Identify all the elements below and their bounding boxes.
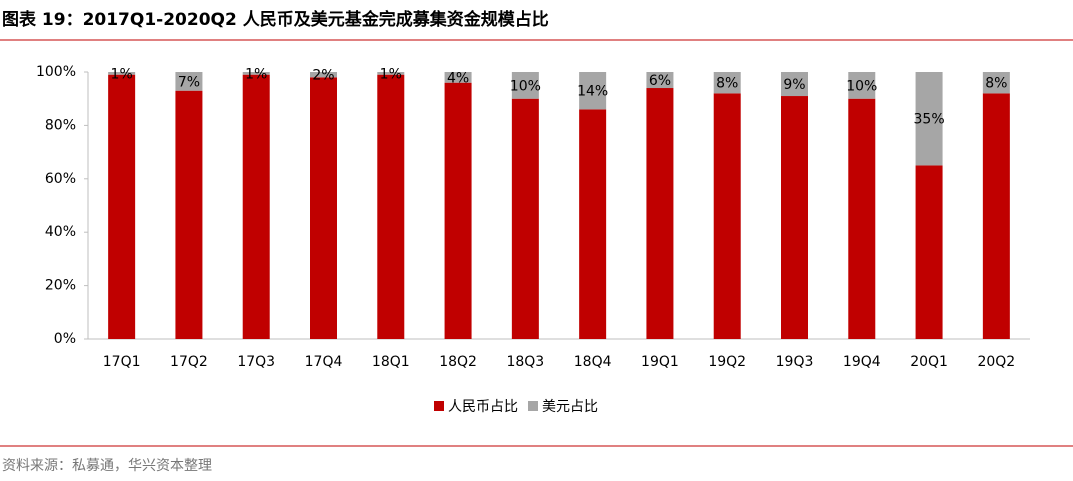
data-label: 10% [846,78,877,94]
bar-segment [175,72,203,91]
x-tick-label: 19Q3 [776,354,814,370]
data-label: 9% [783,77,805,93]
bar-segment [915,72,943,166]
bar-segment [377,72,405,75]
bar-segment [444,72,472,83]
x-tick-label: 18Q3 [506,354,544,370]
x-tick-label: 17Q2 [170,354,208,370]
data-label: 14% [577,84,608,100]
bar-segment [242,74,270,340]
bar-segment [444,82,472,340]
bar-segment [511,98,539,339]
data-label: 2% [312,68,334,84]
legend-label: 美元占比 [542,399,598,415]
bar-segment [579,72,607,110]
y-tick-label: 40% [45,224,76,240]
bar-segment [310,77,337,339]
data-label: 4% [447,70,469,86]
bar-segment [242,72,270,75]
x-tick-label: 17Q1 [103,354,141,370]
bar-segment [377,74,405,340]
bar-segment [848,98,876,339]
source-note: 资料来源：私募通，华兴资本整理 [2,458,212,474]
legend-label: 人民币占比 [448,399,518,415]
chart-title: 图表 19：2017Q1-2020Q2 人民币及美元基金完成募集资金规模占比 [2,9,549,30]
x-tick-label: 20Q1 [910,354,948,370]
bar-segment [982,72,1010,94]
bar-segment [713,93,741,339]
legend-swatch [434,401,444,411]
data-label: 8% [985,76,1007,92]
bar-segment [108,72,136,75]
data-label: 7% [178,74,200,90]
y-tick-label: 20% [45,278,76,294]
bar-segment [915,165,943,339]
data-label: 6% [649,73,671,89]
data-label: 1% [380,66,402,82]
bar-segment [781,96,808,339]
bar-segment [646,88,674,340]
data-label: 35% [914,112,945,128]
y-tick-label: 100% [36,64,76,80]
bar-segment [175,90,203,339]
data-label: 8% [716,76,738,92]
bar-segment [848,72,876,99]
x-tick-label: 19Q1 [641,354,679,370]
bar-segment [982,93,1010,339]
bar-segment [108,74,136,340]
y-tick-label: 0% [54,331,76,347]
bar-segment [511,72,539,99]
data-label: 1% [245,66,267,82]
x-tick-label: 20Q2 [977,354,1015,370]
x-tick-label: 17Q3 [237,354,275,370]
bar-segment [579,109,607,339]
y-tick-label: 80% [45,117,76,133]
x-tick-label: 18Q1 [372,354,410,370]
data-label: 10% [510,78,541,94]
data-label: 1% [111,66,133,82]
x-tick-label: 19Q4 [843,354,881,370]
x-tick-label: 18Q2 [439,354,477,370]
x-tick-label: 19Q2 [708,354,746,370]
y-tick-label: 60% [45,171,76,187]
x-tick-label: 18Q4 [574,354,612,370]
bar-segment [781,72,808,97]
bar-segment [713,72,741,94]
bar-segment [646,72,674,89]
legend-swatch [528,401,538,411]
bar-segment [310,72,337,78]
x-tick-label: 17Q4 [305,354,343,370]
